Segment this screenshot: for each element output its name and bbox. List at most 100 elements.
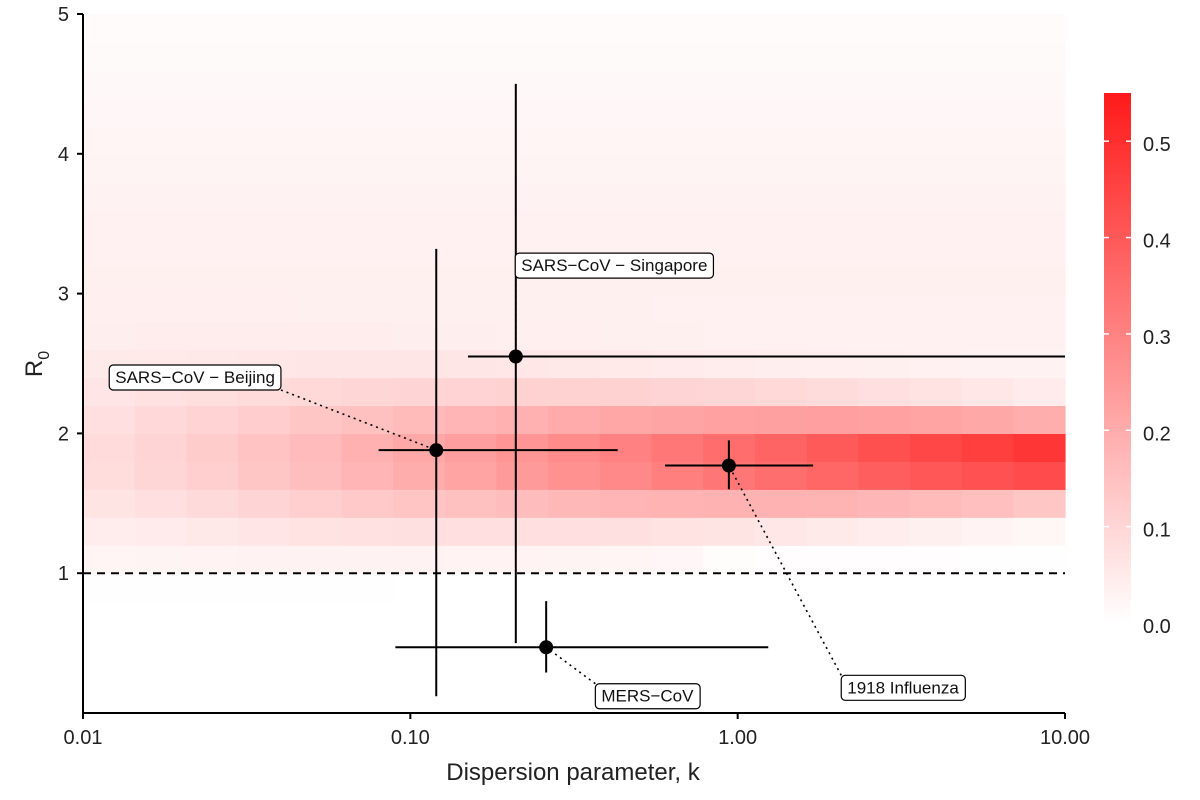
y-tick-label: 4: [58, 144, 69, 166]
heatmap-cell: [599, 181, 653, 211]
heatmap-cell: [341, 545, 394, 574]
heatmap-cell: [496, 461, 549, 490]
heatmap-cell: [289, 573, 343, 602]
heatmap-cell: [341, 573, 394, 602]
heatmap-cell: [1013, 181, 1066, 211]
heatmap-cell: [341, 405, 394, 434]
data-point: [508, 349, 523, 364]
heatmap-cell: [238, 237, 291, 267]
heatmap-cell: [909, 433, 963, 462]
annotation-leader: [280, 389, 437, 451]
heatmap-cell: [238, 545, 291, 574]
y-axis-title-main: R: [21, 360, 48, 377]
x-tick-label: 1.00: [718, 727, 757, 749]
heatmap-cell: [806, 69, 859, 99]
heatmap-cell: [496, 405, 549, 434]
heatmap-cell: [703, 489, 756, 518]
heatmap-cell: [341, 153, 394, 183]
heatmap-cell: [909, 265, 963, 295]
heatmap-cell: [289, 433, 343, 462]
heatmap-cell: [444, 125, 498, 155]
heatmap-cell: [83, 405, 136, 434]
heatmap-cell: [651, 545, 704, 574]
heatmap-cell: [651, 209, 704, 239]
heatmap-cell: [961, 293, 1014, 323]
heatmap-cell: [496, 517, 549, 546]
heatmap-cell: [496, 14, 549, 43]
heatmap-cell: [238, 293, 291, 323]
heatmap-cell: [754, 405, 808, 434]
heatmap-cell: [909, 461, 963, 490]
y-axis-title: R0: [21, 351, 53, 377]
heatmap-cell: [444, 209, 498, 239]
heatmap-cell: [806, 14, 859, 43]
heatmap-cell: [703, 41, 756, 71]
heatmap-cell: [961, 125, 1014, 155]
heatmap-cell: [393, 265, 446, 295]
heatmap-cell: [754, 181, 808, 211]
heatmap-cell: [1013, 321, 1066, 351]
heatmap-cell: [909, 153, 963, 183]
heatmap-cell: [444, 545, 498, 574]
heatmap-cell: [651, 125, 704, 155]
y-tick-label: 1: [58, 563, 69, 585]
svg-text:R0: R0: [21, 351, 53, 377]
heatmap-cell: [83, 545, 136, 574]
heatmap-cell: [599, 97, 653, 127]
heatmap-cell: [858, 237, 911, 267]
heatmap-cell: [858, 489, 911, 518]
heatmap-cell: [1013, 41, 1066, 71]
heatmap-cell: [1013, 69, 1066, 99]
heatmap-cell: [444, 97, 498, 127]
heatmap-cell: [806, 517, 859, 546]
heatmap-cell: [548, 181, 601, 211]
heatmap-cell: [444, 153, 498, 183]
heatmap-cell: [83, 153, 136, 183]
heatmap-cell: [858, 209, 911, 239]
heatmap-cell: [186, 125, 239, 155]
heatmap-cell: [238, 41, 291, 71]
heatmap-cell: [289, 181, 343, 211]
colorbar-tick-label: 0.0: [1143, 616, 1171, 638]
heatmap-cell: [341, 97, 394, 127]
heatmap-cell: [341, 377, 394, 407]
heatmap-cell: [909, 181, 963, 211]
heatmap-cell: [754, 293, 808, 323]
heatmap-cell: [961, 461, 1014, 490]
heatmap-cell: [961, 349, 1014, 379]
heatmap-cell: [341, 433, 394, 462]
heatmap-cell: [806, 349, 859, 379]
heatmap-cell: [238, 489, 291, 518]
heatmap-cell: [909, 97, 963, 127]
heatmap-cell: [703, 153, 756, 183]
heatmap-cell: [909, 41, 963, 71]
annotation-labels: SARS−CoV − Singapore SARS−CoV − Beijing 19…: [108, 252, 966, 710]
heatmap-cell: [858, 321, 911, 351]
annotation-text: SARS−CoV − Singapore: [521, 256, 707, 275]
heatmap-cell: [858, 14, 911, 43]
heatmap-cell: [599, 489, 653, 518]
heatmap-cell: [186, 41, 239, 71]
colorbar-tick-label: 0.4: [1143, 231, 1171, 253]
heatmap-cell: [806, 125, 859, 155]
heatmap-cell: [289, 405, 343, 434]
heatmap-cell: [858, 69, 911, 99]
heatmap-cell: [858, 125, 911, 155]
heatmap-cell: [703, 14, 756, 43]
heatmap-cell: [754, 69, 808, 99]
heatmap-cell: [806, 209, 859, 239]
heatmap-cell: [548, 209, 601, 239]
heatmap-cell: [961, 377, 1014, 407]
heatmap-cell: [909, 69, 963, 99]
heatmap-cell: [393, 209, 446, 239]
heatmap-cell: [83, 293, 136, 323]
annotation-label: 1918 Influenza: [840, 674, 966, 701]
heatmap-cell: [909, 489, 963, 518]
heatmap-cell: [754, 377, 808, 407]
heatmap-cell: [341, 265, 394, 295]
annotation-text: SARS−CoV − Beijing: [115, 368, 275, 387]
heatmap-cell: [134, 237, 187, 267]
data-points: [429, 349, 736, 655]
heatmap-cell: [289, 489, 343, 518]
heatmap-cell: [393, 405, 446, 434]
